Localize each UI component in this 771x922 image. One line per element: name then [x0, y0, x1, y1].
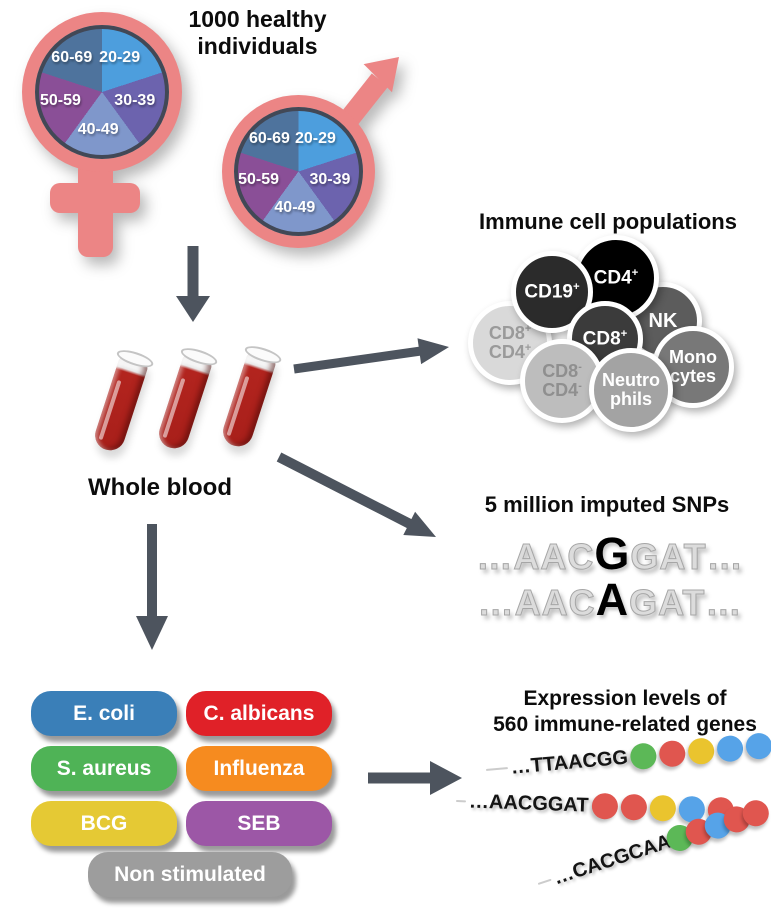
cell-neutrophils: Neutro phils [589, 348, 673, 432]
age-label-30-39: 30-39 [114, 91, 156, 109]
stimulus-label: SEB [237, 811, 281, 835]
strand-sequence: …AACGGAT [468, 789, 589, 817]
cell-label: CD4 [488, 342, 525, 362]
strand-line [537, 878, 552, 885]
red-expression-dot [658, 739, 687, 768]
blood-tube [155, 344, 220, 453]
study-size-title-line2: individuals [197, 33, 318, 59]
age-label-30-39: 30-39 [309, 170, 351, 188]
expression-title-line2: 560 immune-related genes [493, 713, 757, 736]
red-expression-dot [620, 793, 647, 821]
stimulus-pill-bcg: BCG [31, 801, 177, 846]
cell-label: CD19 [524, 281, 573, 303]
immune-populations-title: Immune cell populations [479, 209, 737, 234]
stimulus-label: S. aureus [56, 756, 152, 780]
snp-seq-post: GAT… [630, 536, 744, 578]
blood-tube-body [219, 349, 278, 451]
cell-label-sup: + [524, 342, 532, 354]
yellow-expression-dot [687, 737, 716, 766]
snp-seq-pre: …AAC [476, 536, 595, 578]
blue-expression-dot [716, 734, 745, 763]
expression-title: Expression levels of 560 immune-related … [455, 686, 771, 738]
strand-line [455, 800, 467, 803]
stimulus-label: Non stimulated [114, 862, 266, 886]
cell-cd8neg-cd4neg: CD8- CD4- [520, 339, 604, 423]
snp-sequence-row: …AACGGAT… [430, 528, 771, 580]
snps-title: 5 million imputed SNPs [484, 492, 730, 517]
age-label-60-69: 60-69 [51, 48, 93, 66]
cell-label: CD4 [542, 380, 579, 400]
cell-label: CD4 [593, 267, 632, 289]
cell-label-sup: + [524, 323, 532, 336]
cell-label-sup: - [578, 361, 582, 374]
female-symbol: 20-29 30-39 40-49 50-59 60-69 [22, 12, 182, 257]
age-label-40-49: 40-49 [274, 198, 316, 216]
age-label-20-29: 20-29 [294, 129, 336, 147]
stimulus-pill-saureus: S. aureus [31, 746, 177, 791]
cell-label: CD8 [582, 328, 621, 350]
stimulus-pill-ecoli: E. coli [31, 691, 177, 736]
tube-shine [162, 377, 186, 439]
cell-label-sup: - [578, 380, 582, 392]
cell-label: phils [609, 389, 652, 409]
blood-tube [91, 346, 156, 455]
blood-tube-body [155, 351, 214, 453]
arrow-individuals-to-blood-icon [176, 246, 210, 322]
blue-expression-dot [745, 732, 771, 761]
strand-sequence: …CACGCAA [550, 830, 674, 889]
stimulus-label: C. albicans [203, 701, 315, 725]
cell-label: NK [648, 309, 678, 332]
cell-label-sup: + [572, 280, 580, 293]
red-expression-dot [591, 792, 618, 820]
cell-label-sup: + [620, 327, 628, 340]
snp-seq-pre: …AAC [477, 582, 596, 624]
age-label-40-49: 40-49 [77, 120, 119, 138]
gene-strand: …TTAACGG [485, 732, 771, 783]
stimulus-pill-nonstimulated: Non stimulated [88, 852, 292, 897]
stimulus-pill-influenza: Influenza [186, 746, 332, 791]
male-symbol: 20-29 30-39 40-49 50-59 60-69 [222, 50, 400, 250]
blood-tube-body [91, 353, 150, 455]
age-label-60-69: 60-69 [248, 129, 290, 147]
cell-label: cytes [669, 366, 717, 386]
female-age-pie-chart: 20-29 30-39 40-49 50-59 60-69 [35, 25, 169, 159]
male-ring: 20-29 30-39 40-49 50-59 60-69 [222, 95, 375, 248]
arrow-blood-to-immune-cells-icon [293, 338, 449, 374]
stimulus-pill-calbicans: C. albicans [186, 691, 332, 736]
study-size-title: 1000 healthy individuals [150, 6, 365, 60]
snp-variant-allele: G [594, 528, 631, 579]
snp-seq-post: GAT… [629, 582, 743, 624]
stimulus-label: E. coli [73, 701, 135, 725]
strand-line [485, 767, 509, 771]
cell-label: Neutro [602, 370, 660, 391]
green-expression-dot [629, 742, 658, 771]
arrow-blood-to-stimuli-icon [136, 524, 168, 650]
blood-tube [219, 342, 284, 451]
stimulus-pill-seb: SEB [186, 801, 332, 846]
study-size-title-line1: 1000 healthy [188, 6, 327, 32]
arrow-blood-to-snps-icon [276, 452, 436, 537]
male-age-pie-chart: 20-29 30-39 40-49 50-59 60-69 [234, 107, 363, 236]
snp-sequence-row: …AACAGAT… [430, 574, 771, 626]
expression-title-line1: Expression levels of [523, 687, 727, 710]
strand-sequence: …TTAACGG [509, 746, 629, 779]
stimulus-label: Influenza [213, 756, 305, 780]
tube-shine [98, 379, 122, 441]
cell-label-sup: + [631, 266, 639, 279]
snp-variant-allele: A [595, 574, 630, 625]
age-label-50-59: 50-59 [238, 170, 280, 188]
yellow-expression-dot [649, 794, 676, 822]
cell-label: CD8 [488, 323, 525, 344]
whole-blood-label: Whole blood [88, 474, 232, 501]
cell-label: Mono [669, 347, 717, 368]
age-label-20-29: 20-29 [99, 48, 141, 66]
stimulus-label: BCG [80, 811, 128, 835]
gene-strand: …AACGGAT [455, 788, 734, 824]
cell-label: CD8 [542, 361, 579, 382]
arrow-stimuli-to-expression-icon [368, 761, 462, 795]
age-label-50-59: 50-59 [39, 91, 81, 109]
female-symbol-crossbar [50, 183, 140, 213]
tube-shine [226, 375, 250, 437]
